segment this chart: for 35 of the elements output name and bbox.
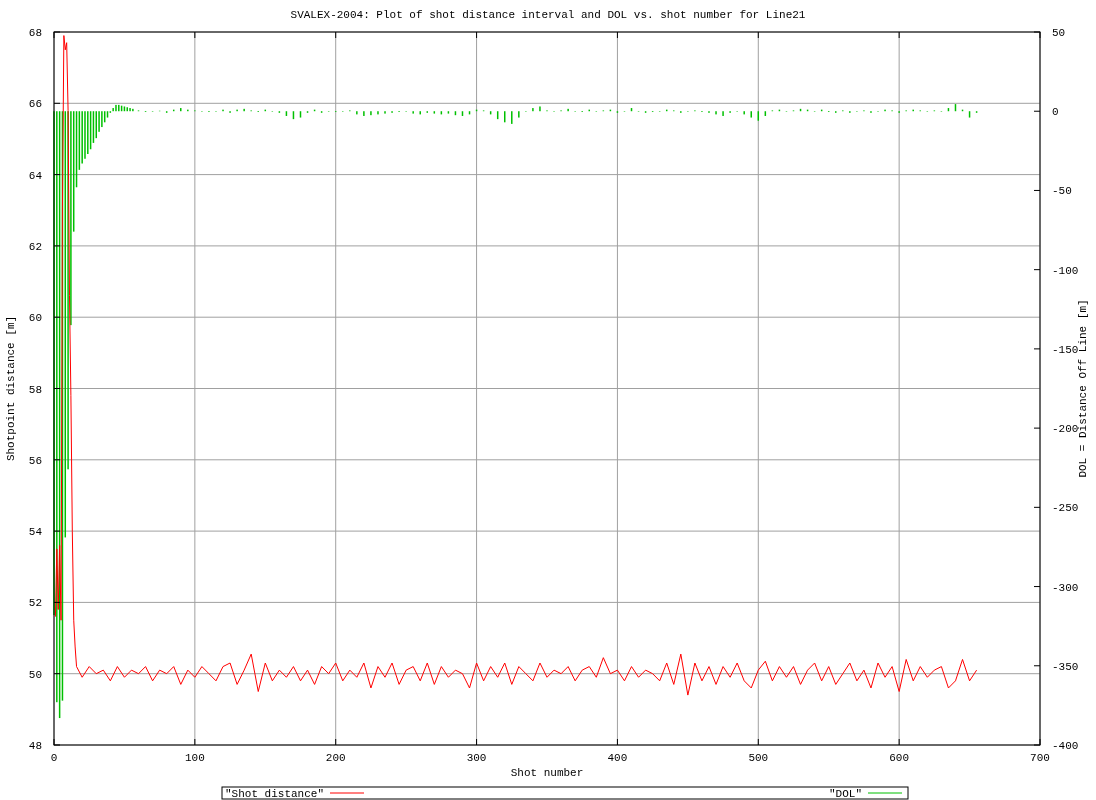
y2-tick-label: -400	[1052, 740, 1079, 752]
y-axis-title: Shotpoint distance [m]	[5, 315, 17, 462]
y2-tick-label: -50	[1052, 185, 1072, 198]
y2-tick-label: -150	[1052, 343, 1079, 356]
y2-tick-label: -350	[1052, 660, 1079, 673]
x-tick-label: 0	[50, 752, 58, 764]
x-tick-label: 500	[748, 752, 769, 764]
y-tick-label: 48	[28, 740, 42, 752]
y2-tick-label: 50	[1052, 27, 1066, 39]
y-tick-label: 60	[28, 312, 42, 325]
legend-label: "DOL"	[828, 788, 862, 800]
x-tick-label: 300	[466, 752, 487, 764]
chart-title: SVALEX-2004: Plot of shot distance interval and DOL vs. shot number for Line21	[290, 9, 806, 21]
y-tick-label: 58	[28, 383, 42, 396]
y2-axis-title: DOL = Distance Off Line [m]	[1077, 299, 1089, 478]
y2-tick-label: -250	[1052, 502, 1079, 515]
y-tick-label: 62	[28, 240, 42, 253]
y-tick-label: 68	[28, 27, 42, 39]
y-tick-label: 50	[28, 668, 42, 681]
x-tick-label: 100	[184, 752, 205, 764]
y-tick-label: 54	[28, 526, 43, 539]
y2-tick-label: -100	[1052, 264, 1079, 277]
x-tick-label: 600	[889, 752, 910, 764]
y-tick-label: 66	[28, 98, 42, 111]
x-tick-label: 200	[325, 752, 346, 764]
y2-tick-label: -300	[1052, 581, 1079, 594]
y2-tick-label: -200	[1052, 423, 1079, 436]
x-axis-title: Shot number	[510, 767, 584, 779]
y-tick-label: 64	[28, 169, 43, 182]
y-tick-label: 56	[28, 454, 42, 467]
y2-tick-label: 0	[1052, 106, 1059, 119]
legend-label: "Shot distance"	[225, 788, 325, 800]
y-tick-label: 52	[28, 597, 42, 610]
x-tick-label: 700	[1030, 752, 1050, 764]
x-tick-label: 400	[607, 752, 628, 764]
